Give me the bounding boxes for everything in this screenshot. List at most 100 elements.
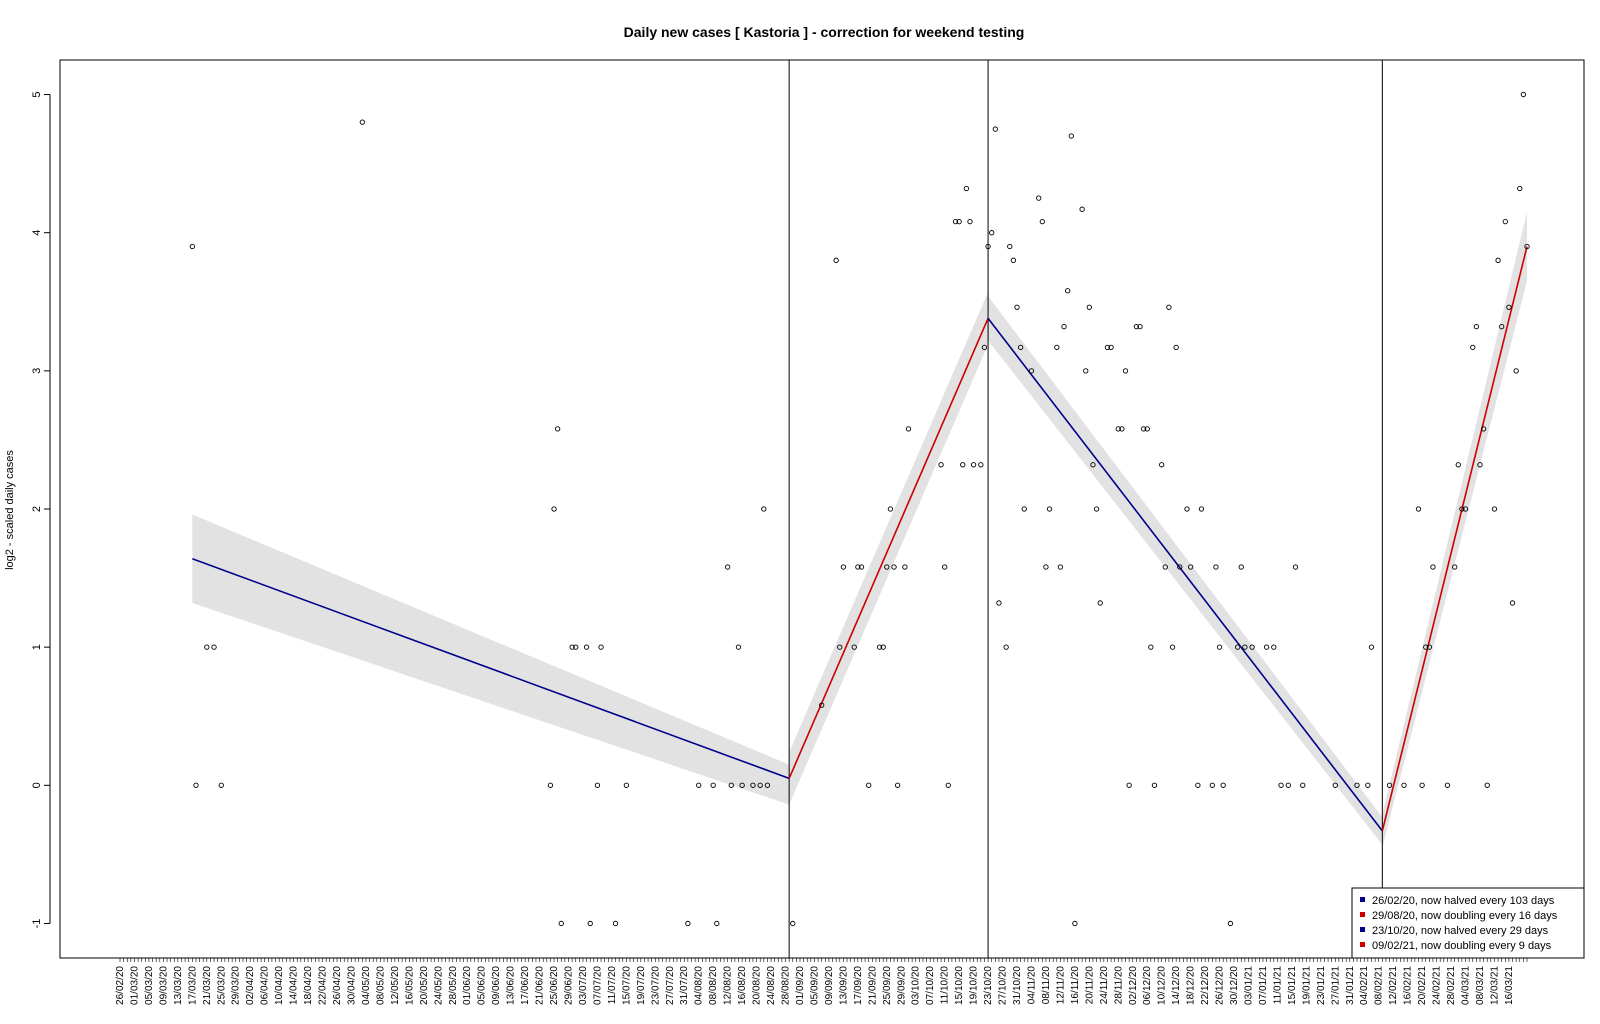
x-tick-label: 28/11/20 xyxy=(1113,966,1124,1005)
x-tick-label: 16/03/21 xyxy=(1504,966,1515,1005)
data-point xyxy=(1093,506,1100,512)
x-tick-label: 01/03/20 xyxy=(129,966,140,1005)
x-tick-label: 07/10/20 xyxy=(925,966,936,1005)
data-point xyxy=(1386,782,1393,788)
x-tick-label: 10/04/20 xyxy=(274,966,285,1005)
data-point xyxy=(551,506,557,512)
data-point xyxy=(1430,564,1436,570)
x-tick-label: 24/08/20 xyxy=(766,966,777,1005)
x-tick-label: 05/09/20 xyxy=(809,966,820,1005)
data-point xyxy=(1151,782,1158,788)
x-tick-label: 12/11/20 xyxy=(1055,966,1066,1005)
x-tick-label: 12/02/21 xyxy=(1388,966,1399,1005)
x-axis: 26/02/20 01/03/20 05/03/20 09/03/20 13/03/20… xyxy=(115,957,1528,1005)
data-point xyxy=(1368,644,1375,650)
x-tick-label: 08/02/21 xyxy=(1374,966,1385,1005)
data-point xyxy=(739,782,745,788)
data-point xyxy=(573,644,579,650)
data-point xyxy=(902,564,908,570)
data-point xyxy=(1415,506,1422,512)
x-tick-label: 22/04/20 xyxy=(318,966,329,1005)
data-point xyxy=(884,564,890,570)
data-point xyxy=(1079,206,1085,212)
data-point xyxy=(1140,426,1147,432)
data-point xyxy=(587,920,593,927)
x-tick-label: 03/10/20 xyxy=(911,966,922,1005)
x-tick-label: 27/01/21 xyxy=(1330,966,1341,1005)
data-point xyxy=(1003,644,1009,650)
data-point xyxy=(1263,644,1270,650)
x-tick-label: 03/01/21 xyxy=(1243,966,1254,1005)
data-point xyxy=(728,782,734,788)
x-tick-label: 17/06/20 xyxy=(520,966,531,1005)
data-point xyxy=(887,506,894,512)
data-point xyxy=(1423,644,1429,650)
x-tick-label: 04/05/20 xyxy=(361,966,372,1005)
x-tick-label: 31/07/20 xyxy=(679,966,690,1005)
y-axis: -1 0 1 2 3 4 5 xyxy=(31,91,51,928)
x-tick-label: 12/08/20 xyxy=(723,966,734,1005)
x-tick-label: 03/07/20 xyxy=(578,966,589,1005)
data-point xyxy=(1007,243,1013,250)
data-point xyxy=(1238,564,1244,570)
plot-border xyxy=(59,59,1585,959)
data-point xyxy=(1499,323,1505,330)
data-point xyxy=(359,119,365,125)
data-point xyxy=(1401,782,1407,788)
y-tick-label: 2 xyxy=(31,506,43,512)
x-tick-label: 23/10/20 xyxy=(983,966,994,1005)
data-point xyxy=(1122,368,1129,374)
data-point xyxy=(1455,462,1461,468)
x-tick-label: 09/09/20 xyxy=(824,966,835,1005)
x-tick-label: 31/01/21 xyxy=(1345,966,1356,1005)
data-point xyxy=(952,218,959,225)
x-tick-label: 20/02/21 xyxy=(1417,966,1428,1005)
data-point xyxy=(978,462,984,468)
data-point xyxy=(569,644,575,650)
data-point xyxy=(193,782,199,788)
fit-line-2 xyxy=(788,318,989,779)
data-point xyxy=(981,344,988,351)
data-point xyxy=(189,243,195,250)
x-tick-label: 21/09/20 xyxy=(867,966,878,1005)
data-point xyxy=(1509,600,1516,606)
data-point xyxy=(725,564,731,570)
x-tick-label: 28/08/20 xyxy=(781,966,792,1005)
fit-lines xyxy=(192,246,1528,832)
data-point xyxy=(1046,506,1053,512)
data-point xyxy=(851,644,857,650)
data-point xyxy=(1036,195,1042,201)
breakpoint-lines xyxy=(788,60,1383,958)
data-point xyxy=(1213,564,1219,570)
data-point xyxy=(1162,564,1168,570)
x-tick-label: 12/05/20 xyxy=(390,966,401,1005)
data-point xyxy=(1292,564,1299,570)
fit-line-1 xyxy=(192,557,790,780)
x-tick-label: 30/04/20 xyxy=(346,966,357,1005)
x-tick-label: 02/12/20 xyxy=(1128,966,1139,1005)
data-point xyxy=(1470,344,1476,351)
y-tick-label: 0 xyxy=(31,782,43,788)
data-point xyxy=(1444,782,1451,788)
x-tick-label: 09/03/20 xyxy=(158,966,169,1005)
x-tick-label: 19/01/21 xyxy=(1301,966,1312,1005)
data-point xyxy=(1484,782,1490,788)
data-point xyxy=(963,185,970,192)
x-tick-label: 04/08/20 xyxy=(694,966,705,1005)
legend-swatch xyxy=(1360,912,1365,917)
legend-entry-4: 09/02/21, now doubling every 9 days xyxy=(1372,940,1552,952)
x-tick-label: 28/02/21 xyxy=(1446,966,1457,1005)
data-point xyxy=(1473,323,1480,330)
data-point xyxy=(1097,600,1103,606)
data-point xyxy=(1068,133,1074,139)
x-tick-label: 14/12/20 xyxy=(1171,966,1182,1005)
data-point xyxy=(761,506,767,512)
data-point xyxy=(992,126,998,132)
data-point xyxy=(1285,782,1291,788)
data-point xyxy=(1452,564,1458,570)
x-tick-label: 08/11/20 xyxy=(1041,966,1052,1005)
data-point xyxy=(750,782,756,788)
data-point xyxy=(938,462,944,468)
data-point xyxy=(204,644,210,650)
data-point xyxy=(714,920,720,927)
